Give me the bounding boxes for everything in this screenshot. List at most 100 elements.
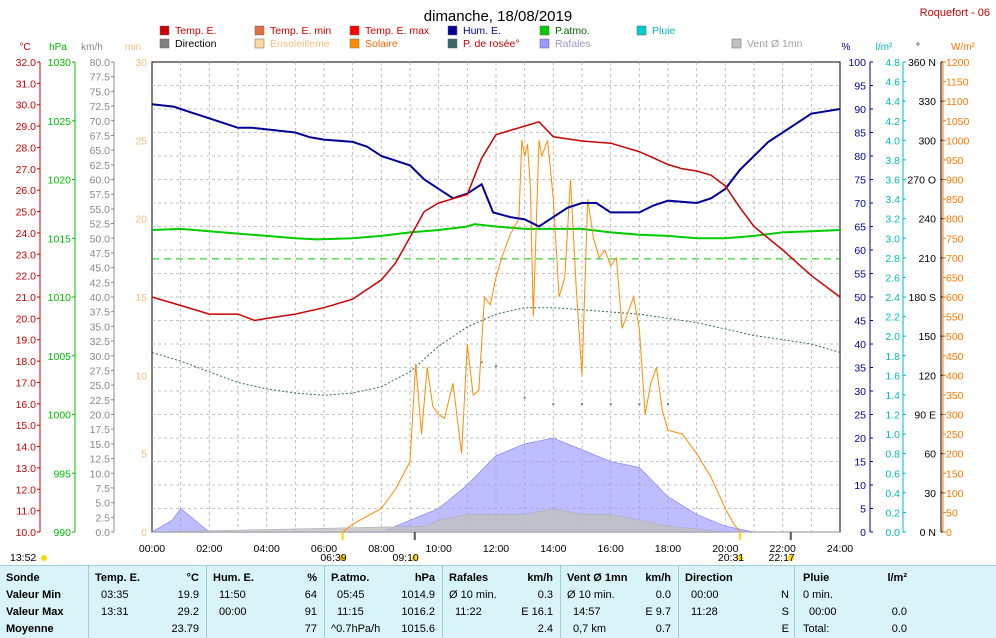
header-pluie: Pluie (803, 572, 830, 584)
direction-point (581, 403, 583, 406)
tick-label-deg: 90 E (914, 410, 936, 422)
col-sonde: Sonde Valeur Min Valeur Max Moyenne (0, 566, 88, 638)
tick-label-deg: 270 O (907, 175, 936, 187)
tick-label-kmh: 42.5 (90, 277, 111, 289)
col-vent: Vent Ø 1mn km/h Ø 10 min. 0.0 14:57 E 9.… (560, 566, 679, 638)
tick-label-wm2: 900 (946, 175, 964, 187)
tick-label-wm2: 1100 (946, 96, 969, 108)
temp-max-value: 29.2 (177, 606, 199, 618)
tick-label-lm2: 0.8 (885, 449, 900, 461)
temp-min-value: 19.9 (177, 589, 199, 601)
weather-chart: dimanche, 18/08/2019 Roquefort - 06 Temp… (10, 7, 990, 564)
tick-label-wm2: 0 (946, 527, 952, 539)
direction-point (480, 361, 483, 364)
tick-label-deg: 180 S (909, 292, 936, 304)
tick-label-pct: 40 (854, 339, 866, 351)
station-name: Roquefort - 06 (920, 7, 990, 19)
tick-label-kmh: 52.5 (90, 219, 111, 231)
tick-label-temp: 23.0 (16, 249, 37, 261)
series-patmo (151, 223, 841, 241)
legend-label: Vent Ø 1mn (747, 38, 803, 50)
tick-label-kmh: 10.0 (90, 468, 111, 480)
legend-label: P.atmo. (555, 25, 590, 37)
legend-swatch (539, 38, 550, 49)
time-tick-label: 12:00 (483, 543, 509, 555)
tick-label-kmh: 70.0 (90, 116, 111, 128)
vent-avg-value: 0.7 (655, 623, 671, 635)
tick-label-temp: 20.0 (16, 313, 37, 325)
axis-unit-kmh: km/h (81, 42, 103, 53)
col-direction: Direction 00:00 N 11:28 S E (678, 566, 795, 638)
legend-label: Ensoleilleme (270, 38, 330, 50)
tick-label-kmh: 37.5 (90, 307, 111, 319)
col-hum: Hum. E. % 11:50 64 00:00 91 77 (206, 566, 325, 638)
series-humidity (151, 103, 841, 228)
legend-swatch (539, 25, 550, 36)
tick-label-hpa: 1020 (48, 175, 72, 187)
tick-label-wm2: 500 (946, 331, 964, 343)
tick-label-wm2: 450 (946, 351, 964, 363)
tick-label-temp: 12.0 (16, 484, 37, 496)
vent-distance: 0,7 km (573, 623, 607, 635)
time-tick-label: 14:00 (540, 543, 566, 555)
time-tick-label: 02:00 (196, 543, 222, 555)
hum-min-time: 11:50 (219, 589, 246, 601)
time-tick-label: 10:00 (426, 543, 452, 555)
legend-label: Pluie (652, 25, 676, 37)
legend-swatch (447, 25, 458, 36)
header-temp: Temp. E. (95, 572, 141, 584)
tick-label-pct: 85 (854, 128, 866, 140)
tick-label-pct: 80 (854, 151, 866, 163)
time-tick-label: 06:00 (311, 543, 337, 555)
tick-label-min: 15 (135, 292, 147, 304)
marker-t2: 22:17 (769, 552, 795, 564)
tick-label-pct: 55 (854, 269, 866, 281)
sun-icon (41, 555, 47, 561)
tick-label-temp: 28.0 (16, 142, 37, 154)
time-tick-label: 18:00 (655, 543, 681, 555)
tick-label-kmh: 77.5 (90, 72, 111, 84)
legend-label: P. de rosée° (463, 38, 520, 50)
tick-label-temp: 11.0 (16, 506, 36, 518)
axis-unit-wm2: W/m² (951, 42, 976, 53)
col-temp: Temp. E. °C 03:35 19.9 13:31 29.2 23.79 (88, 566, 207, 638)
time-tick-label: 00:00 (139, 543, 165, 555)
header-hum-unit: % (307, 572, 317, 584)
tick-label-wm2: 200 (946, 449, 964, 461)
axis-unit-temp: °C (19, 42, 30, 53)
tick-label-wm2: 850 (946, 194, 964, 206)
header-rafales: Rafales (449, 572, 489, 584)
vent-max-time: 14:57 (573, 606, 601, 618)
tick-label-wm2: 750 (946, 233, 964, 245)
axis-unit-lm2: l/m² (876, 42, 893, 53)
tick-label-wm2: 100 (946, 488, 964, 500)
chart-title: dimanche, 18/08/2019 (424, 8, 572, 25)
tick-label-lm2: 3.8 (885, 155, 900, 167)
tick-label-lm2: 0.2 (885, 507, 900, 519)
time-markers: 13:52 06:39 09:10 20:31 22:17 (10, 532, 795, 564)
tick-label-min: 10 (135, 370, 147, 382)
legend-label: Temp. E. max (365, 25, 430, 37)
legend-swatch (254, 38, 265, 49)
tick-label-lm2: 1.2 (885, 410, 900, 422)
tick-label-wm2: 1200 (946, 57, 970, 69)
tick-label-pct: 20 (854, 433, 866, 445)
tick-label-lm2: 2.4 (885, 292, 900, 304)
tick-label-kmh: 65.0 (90, 145, 111, 157)
temp-avg-value: 23.79 (171, 623, 199, 635)
tick-label-temp: 31.0 (16, 78, 37, 90)
tick-label-hpa: 1000 (48, 410, 72, 422)
tick-label-lm2: 3.4 (885, 194, 900, 206)
legend-label: Hum. E. (463, 25, 501, 37)
tick-label-deg: 30 (924, 488, 936, 500)
tick-label-wm2: 1150 (946, 77, 969, 89)
patmo-max-time: 11:15 (337, 606, 364, 618)
tick-label-pct: 35 (854, 363, 866, 375)
sun-icon (737, 555, 744, 561)
row-label-avg: Moyenne (6, 623, 54, 635)
tick-label-lm2: 0.6 (885, 468, 900, 480)
direction-point (495, 365, 497, 368)
tick-label-temp: 22.0 (16, 271, 37, 283)
direction-point (638, 403, 641, 406)
tick-label-kmh: 2.5 (95, 512, 110, 524)
